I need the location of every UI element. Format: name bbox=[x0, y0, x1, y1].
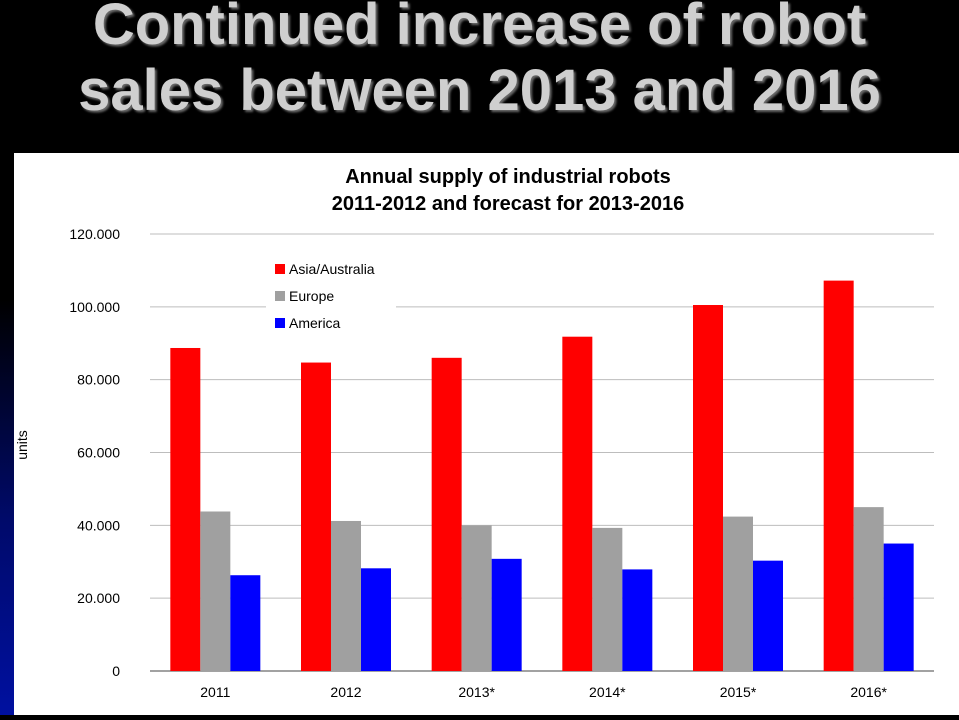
legend-label: Europe bbox=[289, 288, 334, 304]
bar bbox=[562, 336, 593, 671]
slide-title: Continued increase of robot sales betwee… bbox=[0, 0, 959, 150]
chart-subtitle: 2011-2012 and forecast for 2013-2016 bbox=[332, 193, 684, 215]
y-tick-label: 0 bbox=[112, 663, 120, 679]
bar bbox=[823, 280, 854, 671]
y-axis-ticks: 0 20.000 40.000 60.000 80.000 100.000 120.000 bbox=[69, 226, 120, 679]
slide-title-line-2: sales between 2013 and 2016 bbox=[78, 58, 881, 123]
bar bbox=[723, 516, 753, 671]
bar bbox=[461, 525, 492, 671]
x-tick-label: 2012 bbox=[330, 684, 361, 700]
bar bbox=[883, 543, 914, 671]
x-tick-label: 2016* bbox=[850, 684, 887, 700]
bar bbox=[753, 560, 783, 671]
x-tick-label: 2011 bbox=[200, 684, 230, 700]
bar bbox=[301, 362, 331, 671]
bar bbox=[170, 347, 201, 671]
legend: Asia/Australia Europe America bbox=[266, 256, 396, 336]
slide-title-line-1: Continued increase of robot bbox=[92, 0, 867, 57]
legend-swatch bbox=[275, 318, 285, 328]
y-tick-label: 40.000 bbox=[77, 517, 120, 533]
bar bbox=[622, 569, 653, 671]
chart-panel: Annual supply of industrial robots 2011-… bbox=[14, 153, 959, 715]
x-tick-label: 2014* bbox=[589, 684, 626, 700]
bar bbox=[331, 520, 361, 671]
y-tick-label: 60.000 bbox=[77, 445, 120, 461]
y-tick-label: 100.000 bbox=[69, 299, 120, 315]
legend-background bbox=[266, 256, 396, 336]
chart-title: Annual supply of industrial robots bbox=[345, 166, 671, 188]
x-axis-ticks: 2011 2012 2013* 2014* 2015* 2016* bbox=[200, 684, 887, 700]
x-tick-label: 2013* bbox=[458, 684, 495, 700]
legend-label: Asia/Australia bbox=[289, 261, 375, 277]
bars bbox=[170, 280, 914, 671]
bar-chart: Annual supply of industrial robots 2011-… bbox=[14, 166, 934, 700]
y-axis-label: units bbox=[14, 430, 30, 460]
bar bbox=[230, 575, 261, 671]
legend-swatch bbox=[275, 264, 285, 274]
legend-swatch bbox=[275, 291, 285, 301]
y-tick-label: 20.000 bbox=[77, 590, 120, 606]
legend-label: America bbox=[289, 315, 341, 331]
y-tick-label: 80.000 bbox=[77, 372, 120, 388]
x-tick-label: 2015* bbox=[720, 684, 757, 700]
y-tick-label: 120.000 bbox=[69, 226, 120, 242]
bar bbox=[853, 507, 884, 671]
bar bbox=[200, 511, 231, 671]
bar bbox=[693, 305, 723, 671]
bar bbox=[431, 357, 462, 671]
bar bbox=[592, 527, 623, 671]
bar bbox=[491, 558, 522, 671]
bar bbox=[361, 568, 391, 671]
